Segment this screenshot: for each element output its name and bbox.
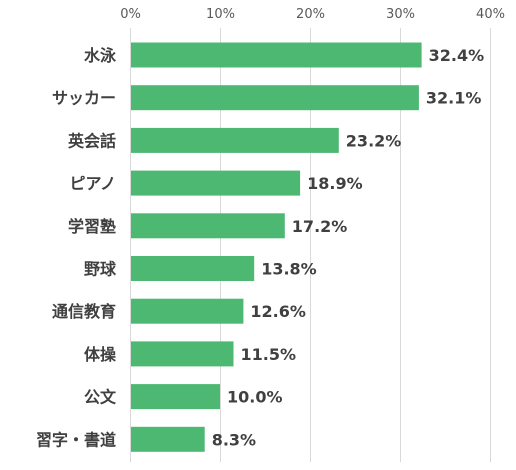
- x-tick-label: 40%: [476, 7, 505, 22]
- bar: [131, 384, 220, 410]
- category-label: 習字・書道: [36, 430, 116, 449]
- bar: [131, 341, 234, 367]
- x-tick-label: 20%: [296, 7, 325, 22]
- x-axis-ticks: 0% 10% 20% 30% 40%: [120, 7, 505, 22]
- value-label: 18.9%: [307, 174, 363, 193]
- category-label: 水泳: [84, 46, 117, 65]
- category-label: 野球: [84, 260, 117, 279]
- value-label: 32.4%: [429, 46, 485, 65]
- value-label: 32.1%: [426, 89, 482, 108]
- bars: [131, 42, 422, 452]
- category-label: 学習塾: [68, 217, 116, 236]
- bar: [131, 213, 285, 239]
- bar: [131, 127, 339, 153]
- category-label: 通信教育: [52, 302, 116, 321]
- bar: [131, 170, 301, 196]
- category-label: 体操: [84, 345, 117, 364]
- value-label: 11.5%: [241, 345, 297, 364]
- value-labels: 32.4% 32.1% 23.2% 18.9% 17.2% 13.8% 12.6% 11.5%…: [212, 46, 484, 449]
- bar: [131, 85, 419, 111]
- x-tick-label: 10%: [206, 7, 235, 22]
- bar: [131, 42, 422, 68]
- bar: [131, 256, 255, 281]
- x-tick-label: 0%: [120, 7, 141, 22]
- category-label: ピアノ: [69, 174, 116, 193]
- bar: [131, 426, 205, 452]
- value-label: 8.3%: [212, 430, 256, 449]
- value-label: 12.6%: [250, 302, 306, 321]
- value-label: 10.0%: [227, 388, 283, 407]
- x-tick-label: 30%: [386, 7, 415, 22]
- category-label: 英会話: [67, 131, 116, 150]
- category-label: 公文: [84, 388, 117, 407]
- value-label: 23.2%: [346, 131, 402, 150]
- bar: [131, 298, 244, 324]
- value-label: 13.8%: [261, 260, 317, 279]
- value-label: 17.2%: [292, 217, 348, 236]
- category-label: サッカー: [52, 89, 116, 108]
